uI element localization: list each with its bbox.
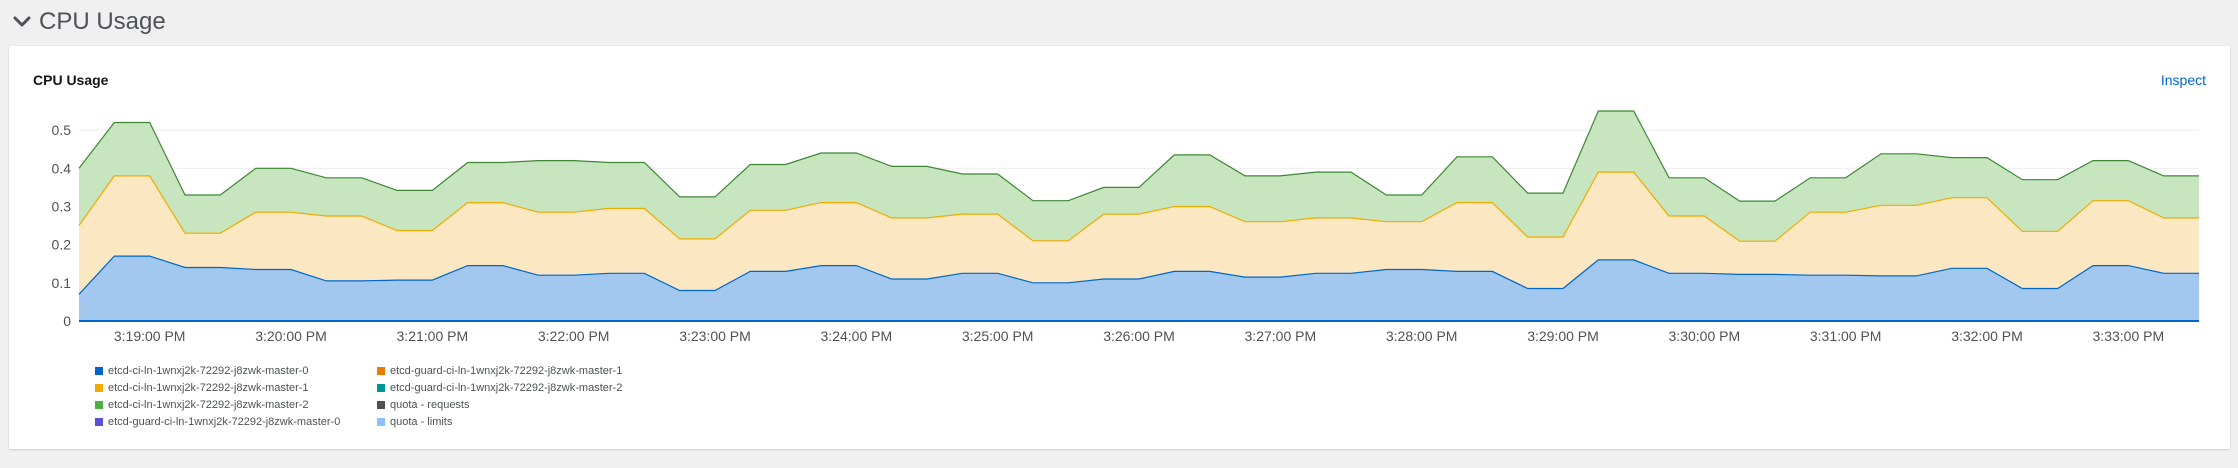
legend-item[interactable]: etcd-ci-ln-1wnxj2k-72292-j8zwk-master-2 <box>95 398 377 411</box>
x-tick-label: 3:30:00 PM <box>1669 328 1741 344</box>
legend-swatch <box>377 400 385 409</box>
x-tick-label: 3:24:00 PM <box>821 328 893 344</box>
x-tick-label: 3:26:00 PM <box>1103 328 1175 344</box>
x-tick-label: 3:31:00 PM <box>1810 328 1882 344</box>
line-series-2 <box>78 110 2199 202</box>
legend-item[interactable]: etcd-ci-ln-1wnxj2k-72292-j8zwk-master-0 <box>95 364 377 377</box>
y-tick-label: 0.3 <box>52 198 72 214</box>
x-tick-label: 3:21:00 PM <box>397 328 469 344</box>
y-tick-label: 0.1 <box>52 275 72 291</box>
x-tick-label: 3:25:00 PM <box>962 328 1034 344</box>
legend-label: etcd-guard-ci-ln-1wnxj2k-72292-j8zwk-mas… <box>108 415 341 428</box>
line-series-1 <box>78 171 2199 242</box>
legend-item[interactable]: etcd-guard-ci-ln-1wnxj2k-72292-j8zwk-mas… <box>377 381 637 394</box>
area-series-1 <box>79 172 2199 295</box>
y-tick-label: 0 <box>63 313 71 329</box>
y-tick-label: 0.5 <box>52 122 72 138</box>
legend-item[interactable]: etcd-ci-ln-1wnxj2k-72292-j8zwk-master-1 <box>95 381 377 394</box>
x-tick-label: 3:33:00 PM <box>2093 328 2165 344</box>
x-tick-label: 3:19:00 PM <box>114 328 186 344</box>
legend-swatch <box>95 417 103 426</box>
legend-label: quota - limits <box>390 415 453 428</box>
cpu-usage-chart: 0 0.1 0.2 0.3 0.4 0.5 3:19:00 PM 3:20:00 PM 3:21… <box>52 110 2199 344</box>
cpu-usage-card: CPU Usage Inspect 0 0.1 0.2 0.3 0.4 0.5 3:19:0… <box>9 46 2230 449</box>
section-header[interactable]: CPU Usage <box>0 0 2238 44</box>
legend-item[interactable]: etcd-guard-ci-ln-1wnxj2k-72292-j8zwk-mas… <box>377 364 637 377</box>
legend-label: etcd-guard-ci-ln-1wnxj2k-72292-j8zwk-mas… <box>390 381 623 394</box>
legend-swatch <box>377 383 385 392</box>
x-tick-label: 3:28:00 PM <box>1386 328 1458 344</box>
legend-item[interactable]: quota - limits <box>377 415 637 428</box>
legend-swatch <box>95 383 103 392</box>
legend-swatch <box>377 417 385 426</box>
inspect-link[interactable]: Inspect <box>2160 72 2206 88</box>
legend-label: etcd-ci-ln-1wnxj2k-72292-j8zwk-master-2 <box>108 398 309 411</box>
legend-item[interactable]: quota - requests <box>377 398 637 411</box>
legend-item[interactable]: etcd-guard-ci-ln-1wnxj2k-72292-j8zwk-mas… <box>95 415 377 428</box>
x-tick-label: 3:20:00 PM <box>255 328 327 344</box>
legend-label: quota - requests <box>390 398 470 411</box>
legend-swatch <box>95 400 103 409</box>
section-title: CPU Usage <box>39 8 166 35</box>
x-tick-label: 3:29:00 PM <box>1527 328 1599 344</box>
legend-swatch <box>95 366 103 375</box>
y-tick-label: 0.4 <box>52 160 72 176</box>
legend-swatch <box>377 366 385 375</box>
chart-lines <box>78 110 2199 295</box>
x-tick-label: 3:23:00 PM <box>679 328 751 344</box>
legend-label: etcd-guard-ci-ln-1wnxj2k-72292-j8zwk-mas… <box>390 364 623 377</box>
x-tick-label: 3:32:00 PM <box>1951 328 2023 344</box>
chevron-down-icon[interactable] <box>12 12 32 32</box>
chart-axes: 0 0.1 0.2 0.3 0.4 0.5 3:19:00 PM 3:20:00 PM 3:21… <box>52 122 2199 344</box>
chart-areas <box>79 111 2199 321</box>
legend-label: etcd-ci-ln-1wnxj2k-72292-j8zwk-master-0 <box>108 364 309 377</box>
y-tick-label: 0.2 <box>52 237 72 253</box>
x-tick-label: 3:27:00 PM <box>1245 328 1317 344</box>
x-tick-label: 3:22:00 PM <box>538 328 610 344</box>
chart-legend: etcd-ci-ln-1wnxj2k-72292-j8zwk-master-0 e… <box>95 364 637 428</box>
line-series-0 <box>78 255 2199 295</box>
legend-label: etcd-ci-ln-1wnxj2k-72292-j8zwk-master-1 <box>108 381 309 394</box>
area-series-2 <box>79 111 2199 242</box>
area-series-0 <box>79 256 2199 321</box>
card-title: CPU Usage <box>33 72 109 88</box>
